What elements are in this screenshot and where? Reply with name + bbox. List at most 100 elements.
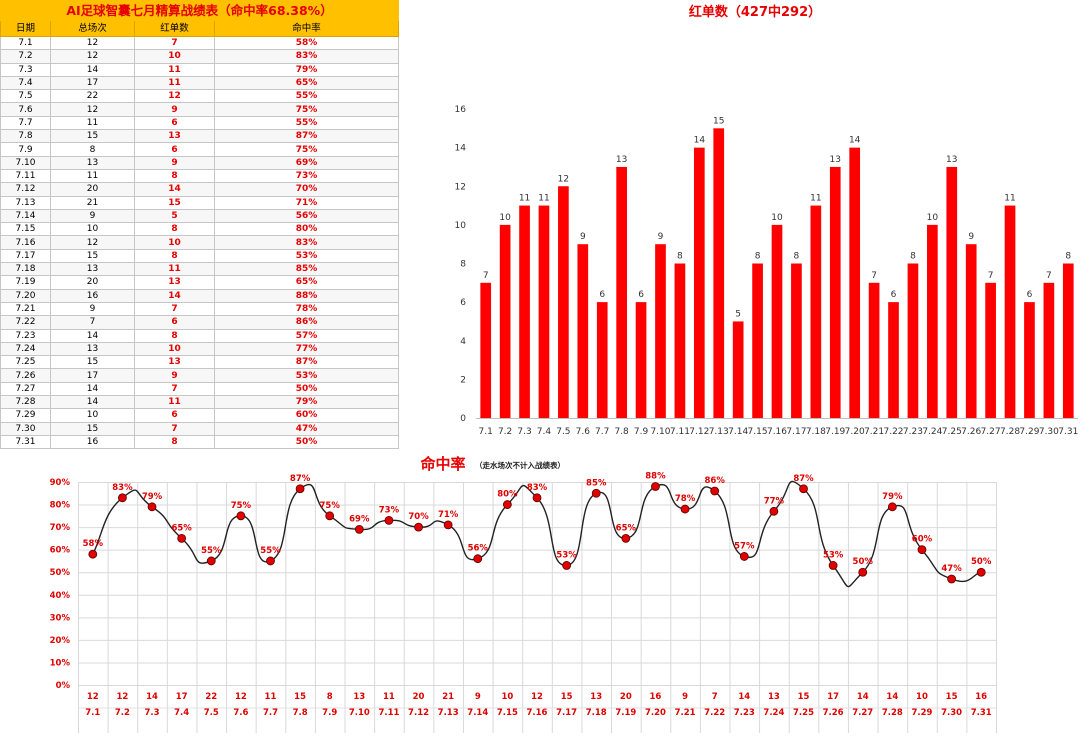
cell-total: 12 <box>50 35 135 51</box>
line-chart: 命中率 （走水场次不计入战绩表） 0% 10% 20% 30% 40% 50% 60% 70% 80… <box>50 455 997 733</box>
line-data-label: 60% <box>912 535 933 545</box>
bar-x-tick-label: 7.9 <box>634 427 649 437</box>
cell-hits: 8 <box>134 434 215 450</box>
cell-rate: 83% <box>213 235 400 250</box>
line-y-tick-label: 90% <box>50 478 71 488</box>
table-row: 7.22 7 6 86% <box>0 315 400 330</box>
cell-date: 7.25 <box>0 355 51 370</box>
cell-total: 21 <box>50 195 135 210</box>
line-marker <box>443 520 453 530</box>
bar <box>965 244 977 418</box>
line-x-tick-label: 7.21 <box>675 708 696 718</box>
bar-value-label: 5 <box>735 309 741 319</box>
bar-x-tick-label: 7.8 <box>614 427 629 437</box>
line-data-label: 65% <box>171 523 192 533</box>
cell-rate: 75% <box>213 142 400 157</box>
cell-rate: 58% <box>213 35 400 51</box>
bar-x-tick-label: 7.14 <box>728 427 748 437</box>
bar-value-label: 14 <box>849 136 861 146</box>
line-x-tick-label: 7.14 <box>467 708 488 718</box>
line-total-label: 12 <box>116 692 128 702</box>
bar <box>927 224 938 418</box>
cell-rate: 55% <box>213 89 400 104</box>
cell-rate: 50% <box>213 434 400 450</box>
table-row: 7.3 14 11 79% <box>0 62 400 77</box>
cell-date: 7.16 <box>0 235 51 250</box>
line-x-tick-label: 7.16 <box>527 708 548 718</box>
bar-value-label: 6 <box>599 290 605 300</box>
cell-total: 20 <box>50 182 135 197</box>
cell-date: 7.3 <box>0 62 51 77</box>
bar-value-label: 7 <box>871 271 877 281</box>
table-row: 7.7 11 6 55% <box>0 115 400 131</box>
line-data-label: 56% <box>468 544 489 554</box>
cell-rate: 78% <box>213 301 400 317</box>
cell-rate: 80% <box>213 222 400 237</box>
cell-rate: 88% <box>213 288 400 303</box>
bar-value-label: 7 <box>483 271 489 281</box>
bar-x-tick-label: 7.6 <box>576 427 591 437</box>
cell-total: 13 <box>50 262 135 277</box>
line-data-label: 53% <box>823 550 844 560</box>
line-total-label: 13 <box>768 692 780 702</box>
cell-date: 7.9 <box>0 142 51 157</box>
bar-value-label: 6 <box>638 290 644 300</box>
line-data-label: 55% <box>201 546 222 556</box>
cell-total: 17 <box>50 75 135 91</box>
line-total-label: 21 <box>442 692 454 702</box>
line-marker <box>236 511 246 521</box>
bar-x-tick-label: 7.23 <box>903 427 923 437</box>
bar-x-tick-label: 7.26 <box>961 427 981 437</box>
cell-date: 7.5 <box>0 89 51 104</box>
line-total-label: 7 <box>712 692 718 702</box>
line-marker <box>295 484 305 494</box>
bar-x-tick-label: 7.19 <box>825 427 845 437</box>
line-total-label: 10 <box>501 692 513 702</box>
cell-rate: 53% <box>213 248 400 264</box>
cell-rate: 57% <box>213 328 400 343</box>
line-marker <box>384 515 394 525</box>
bar-value-label: 10 <box>927 213 939 223</box>
line-x-tick-label: 7.3 <box>145 708 160 718</box>
bar-x-tick-label: 7.18 <box>806 427 826 437</box>
stats-table: AI足球智囊七月精算战绩表（命中率68.38%） 日期 总场次 红单数 命中率 … <box>0 0 400 450</box>
cell-date: 7.1 <box>0 35 51 51</box>
bar-y-tick-label: 2 <box>460 375 466 385</box>
cell-date: 7.26 <box>0 368 51 383</box>
bar <box>558 186 569 418</box>
bar-x-tick-label: 7.31 <box>1058 427 1078 437</box>
bar-value-label: 11 <box>538 194 549 204</box>
cell-total: 14 <box>50 62 135 77</box>
bar-value-label: 8 <box>910 252 916 262</box>
header-rate: 命中率 <box>213 20 400 37</box>
bar-value-label: 9 <box>968 232 974 242</box>
cell-date: 7.30 <box>0 421 51 436</box>
table-row: 7.2 12 10 83% <box>0 49 400 64</box>
cell-total: 11 <box>50 168 135 184</box>
bar-x-tick-label: 7.5 <box>556 427 570 437</box>
bar <box>791 263 802 418</box>
cell-date: 7.8 <box>0 129 51 144</box>
line-total-label: 14 <box>738 692 750 702</box>
cell-date: 7.10 <box>0 155 51 170</box>
bar-y-tick-label: 8 <box>460 260 466 270</box>
line-x-tick-label: 7.20 <box>645 708 666 718</box>
table-row: 7.17 15 8 53% <box>0 248 400 264</box>
table-title: AI足球智囊七月精算战绩表（命中率68.38%） <box>0 0 400 21</box>
bar-value-label: 10 <box>771 213 783 223</box>
bar <box>868 282 880 418</box>
cell-hits: 11 <box>134 62 215 77</box>
bar <box>538 205 550 418</box>
table-row: 7.29 10 6 60% <box>0 408 400 423</box>
line-x-tick-label: 7.25 <box>793 708 814 718</box>
bar-x-tick-label: 7.16 <box>767 427 787 437</box>
table-row: 7.8 15 13 87% <box>0 129 400 144</box>
table-row: 7.31 16 8 50% <box>0 434 400 450</box>
cell-date: 7.28 <box>0 395 51 410</box>
cell-rate: 50% <box>213 381 400 397</box>
line-y-tick-label: 40% <box>50 591 71 601</box>
line-total-label: 9 <box>475 692 481 702</box>
cell-total: 13 <box>50 341 135 357</box>
bar-x-tick-label: 7.10 <box>650 427 670 437</box>
line-marker <box>739 552 749 561</box>
